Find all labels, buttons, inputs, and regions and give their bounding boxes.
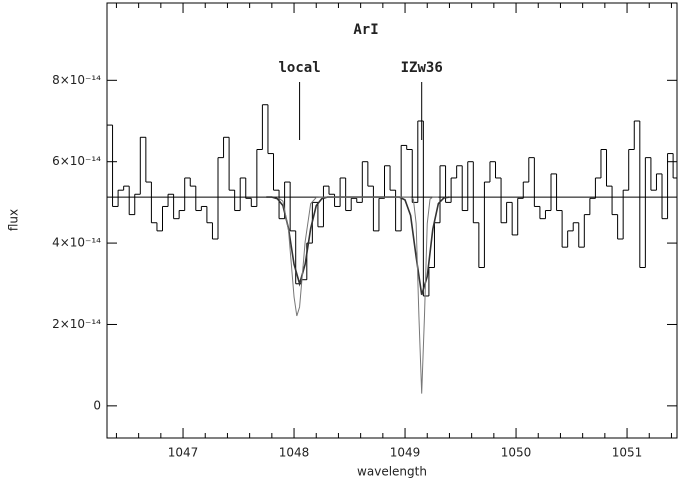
x-tick-label: 1050 [501,446,532,460]
y-tick-label: 8×10⁻¹⁴ [52,73,101,87]
y-tick-label: 0 [93,398,101,412]
x-tick-label: 1049 [390,446,421,460]
annotation-label: IZw36 [401,60,443,76]
x-tick-label: 1047 [168,446,199,460]
y-tick-label: 6×10⁻¹⁴ [52,154,101,168]
x-axis-title: wavelength [357,465,427,479]
model-line [277,196,439,394]
annotation-label: local [279,60,321,76]
y-tick-label: 4×10⁻¹⁴ [52,236,101,250]
y-tick-label: 2×10⁻¹⁴ [52,317,101,331]
y-axis-title: flux [7,209,21,231]
model-line [266,196,450,295]
step-riser [112,104,674,296]
x-tick-label: 1048 [279,446,310,460]
x-tick-label: 1051 [612,446,643,460]
plot-frame [106,2,678,439]
chart-title: ArI [353,22,378,38]
